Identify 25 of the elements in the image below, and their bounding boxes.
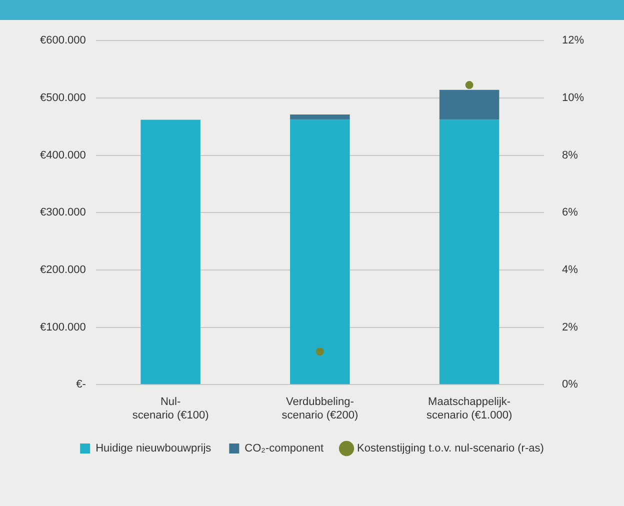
y-tick-label: €100.000 (40, 321, 86, 334)
x-tick-label: Maatschappelijk-scenario (€1.000) (426, 396, 512, 422)
legend-label: Kostenstijging t.o.v. nul-scenario (r-as) (357, 442, 544, 455)
y2-tick-label: 8% (562, 149, 578, 162)
bar (290, 120, 350, 384)
y2-tick-label: 6% (562, 206, 578, 219)
bar (439, 90, 500, 120)
bar (290, 114, 350, 120)
bar (140, 120, 200, 384)
y-tick-label: €300.000 (40, 206, 86, 219)
bar (439, 120, 500, 384)
y-tick-label: €200.000 (40, 264, 86, 276)
y-tick-label: €600.000 (40, 34, 86, 47)
x-tick-label: Verdubbeling-scenario (€200) (282, 396, 358, 422)
y-tick-label: €500.000 (40, 92, 86, 104)
y2-tick-label: 12% (562, 34, 584, 47)
y-tick-label: €- (76, 378, 86, 391)
y2-tick-label: 10% (562, 92, 584, 104)
y2-tick-label: 2% (562, 321, 578, 334)
legend-label: Huidige nieuwbouwprijs (96, 442, 212, 455)
y-tick-label: €400.000 (40, 149, 86, 162)
legend-label: CO₂-component (244, 442, 324, 455)
y2-tick-label: 4% (562, 264, 578, 276)
y2-tick-label: 0% (562, 378, 578, 391)
x-tick-label: Nul-scenario (€100) (132, 396, 209, 422)
